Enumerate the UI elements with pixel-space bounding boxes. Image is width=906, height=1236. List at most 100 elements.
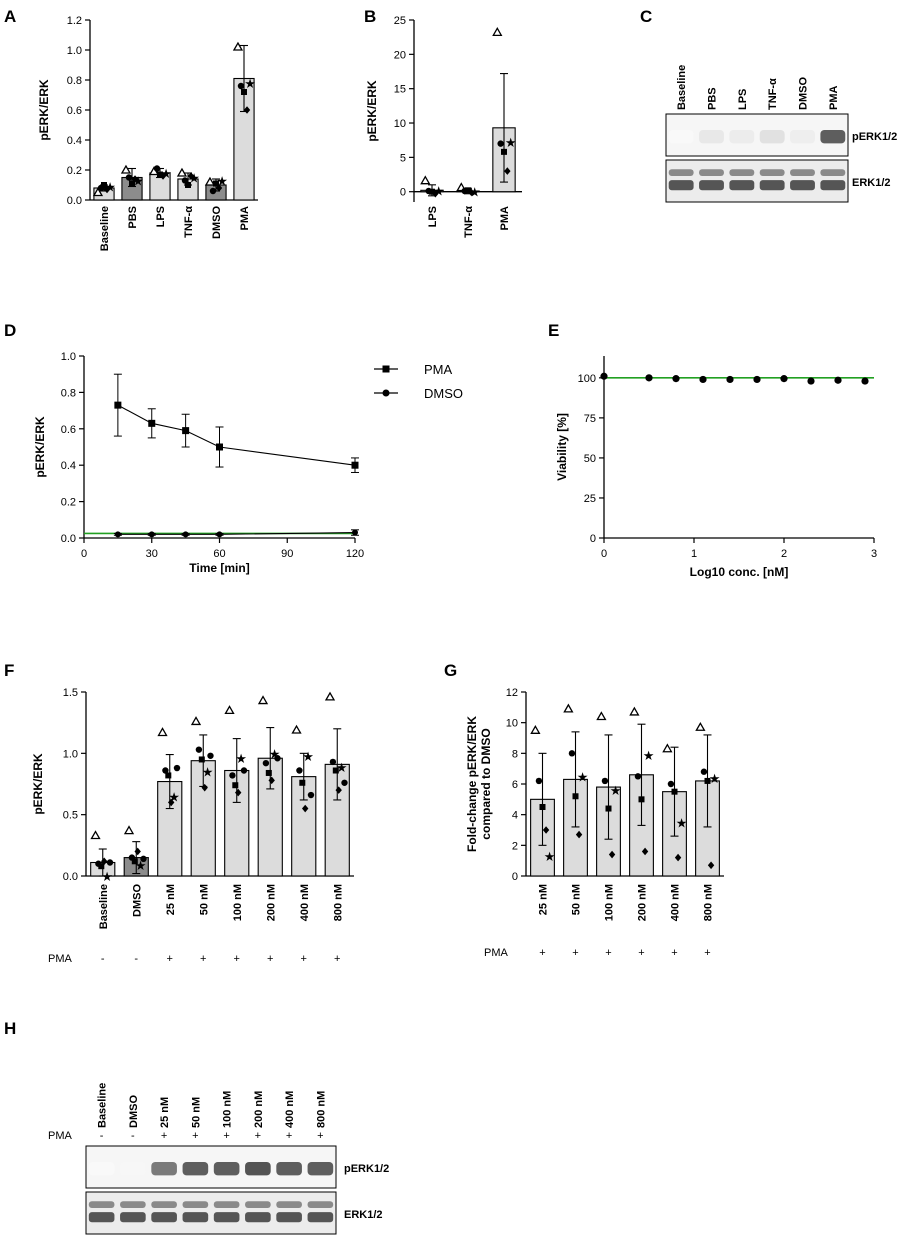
data-point [114, 401, 122, 409]
data-point: ★ [244, 76, 256, 91]
data-point [157, 727, 168, 737]
perk-band [151, 1161, 177, 1176]
data-point [667, 780, 675, 788]
data-point [492, 27, 503, 37]
data-point [497, 140, 504, 147]
pma-sign: - [101, 953, 105, 965]
x-tick-label: 90 [281, 548, 293, 560]
category-label: LPS [155, 206, 167, 227]
data-point: ★ [544, 849, 556, 864]
data-point [834, 376, 842, 384]
data-point [641, 847, 649, 856]
data-point [257, 695, 269, 705]
data-point [232, 41, 244, 51]
data-point [148, 531, 155, 538]
perk-band [668, 129, 694, 144]
y-tick-label: 10 [506, 718, 518, 730]
data-point [780, 375, 788, 383]
legend-dmso-marker [382, 389, 390, 397]
perk-band [120, 1161, 146, 1176]
pma-sign: + [192, 1130, 198, 1142]
pma-row-label: PMA [484, 947, 509, 959]
data-point: ★ [235, 751, 247, 766]
erk-band-upper [151, 1201, 177, 1208]
data-point [501, 148, 507, 155]
pma-sign: + [200, 953, 206, 965]
erk-band-upper [213, 1201, 240, 1208]
category-label: 25 nM [165, 884, 177, 915]
pma-row-label: PMA [48, 1130, 73, 1142]
perk-band [759, 129, 785, 144]
lane-label: 50 nM [190, 1097, 202, 1128]
data-point [629, 706, 640, 716]
data-point [324, 691, 336, 701]
data-point [726, 375, 734, 384]
data-point [159, 172, 167, 180]
data-point [176, 167, 188, 177]
panel-label-b: B [364, 7, 376, 26]
data-point [341, 779, 348, 786]
data-point [243, 106, 251, 114]
data-point [98, 863, 105, 870]
data-point [120, 164, 132, 174]
data-point [329, 758, 337, 766]
erk-band-upper [307, 1201, 334, 1208]
y-tick-label: 0.8 [67, 75, 82, 87]
data-point [167, 798, 175, 807]
erk-frame [665, 159, 849, 203]
perk-band [182, 1161, 209, 1176]
x-axis-label: Log10 conc. [nM] [690, 565, 789, 579]
data-point: ★ [577, 769, 589, 784]
erk-band-lower [668, 180, 694, 191]
y-tick-label: 0 [512, 871, 518, 883]
data-point [173, 764, 181, 772]
data-point [262, 759, 270, 767]
data-point [162, 767, 169, 774]
category-label: 800 nM [332, 884, 344, 921]
data-point: ★ [188, 171, 200, 186]
data-point [352, 529, 358, 536]
data-point [125, 174, 133, 181]
y-tick-label: 0.4 [67, 135, 82, 147]
data-point [195, 746, 203, 753]
y-tick-label: 1.5 [63, 687, 78, 699]
data-point [645, 374, 653, 382]
data-point: ★ [676, 815, 688, 830]
x-axis-label: Time [min] [189, 561, 249, 575]
y-axis-label: Viability [%] [555, 413, 569, 481]
data-point [131, 858, 138, 865]
data-point [432, 189, 439, 198]
data-point: ★ [160, 166, 172, 181]
y-tick-label: 12 [506, 687, 518, 699]
category-label: 200 nM [265, 884, 277, 921]
category-label: LPS [427, 206, 439, 227]
perk-band [213, 1161, 240, 1176]
data-point [232, 782, 239, 789]
data-point: ★ [709, 771, 721, 786]
data-point [237, 82, 245, 90]
data-point [268, 776, 275, 785]
y-tick-label: 0.2 [61, 497, 76, 509]
legend-pma-label: PMA [424, 362, 453, 377]
pma-sign: + [671, 947, 677, 959]
data-point [165, 772, 172, 779]
data-point [575, 830, 583, 839]
chart-f: 0.00.51.01.5pERK/ERK★Baseline-★DMSO-★25 … [31, 687, 354, 965]
data-point [572, 793, 579, 800]
legend-dmso-label: DMSO [424, 386, 463, 401]
data-point [240, 767, 248, 774]
y-tick-label: 0.2 [67, 165, 82, 177]
data-point [671, 788, 678, 795]
data-point [695, 721, 706, 731]
data-point [213, 180, 219, 187]
erk-band-upper [120, 1201, 146, 1208]
data-point [699, 375, 707, 384]
y-tick-label: 75 [584, 413, 596, 425]
data-point: ★ [302, 749, 314, 764]
pma-sign: + [167, 953, 173, 965]
category-label: 100 nM [232, 884, 244, 921]
erk-band-lower [790, 180, 815, 191]
perk-band [820, 129, 846, 144]
erk-band-upper [276, 1201, 302, 1208]
